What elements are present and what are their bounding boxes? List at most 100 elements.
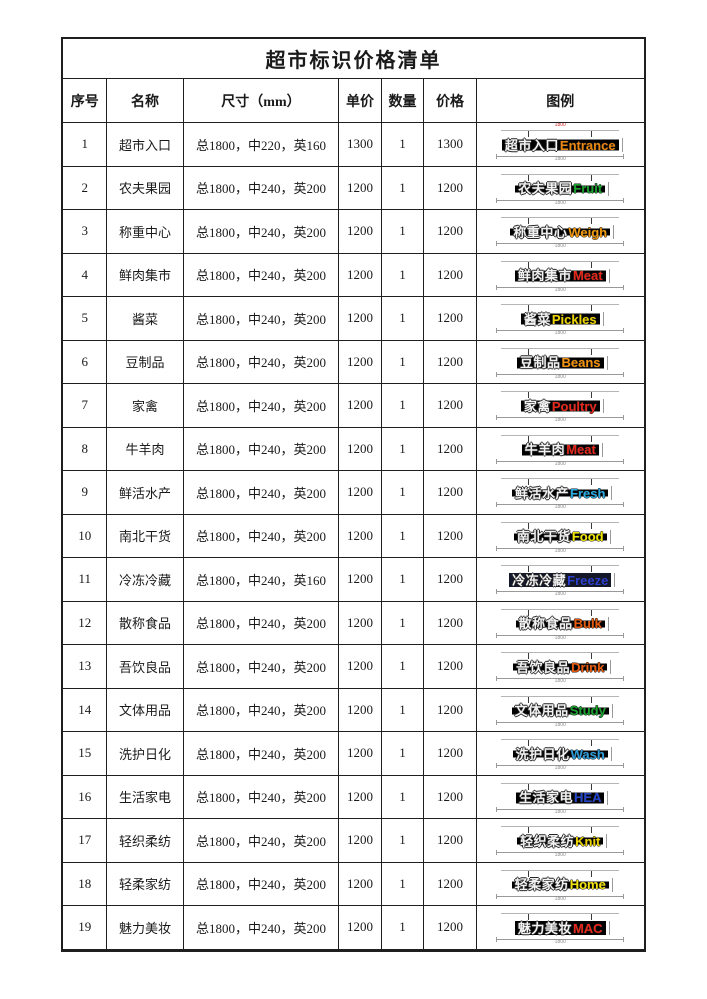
table-row: 18 轻柔家纺 总1800，中240，英200 1200 1 1200 轻柔家纺…: [61, 861, 646, 906]
table-row: 2 农夫果园 总1800，中240，英200 1200 1 1200 农夫果园 …: [61, 165, 646, 210]
cell-price: 1200: [422, 339, 477, 384]
legend-sign-drawing: 散称食品 Bulk 1800: [477, 603, 643, 643]
dimension-line-top: [501, 777, 620, 784]
col-header-unit-price: 单价: [337, 78, 382, 123]
legend-sign-drawing: 冷冻冷藏 Freeze 1800: [477, 559, 643, 599]
cell-unit-price: 1200: [337, 644, 382, 689]
legend-cn-text: 文体用品: [514, 703, 569, 719]
legend-en-text: Fresh: [570, 485, 606, 501]
cell-legend: 轻织柔纺 Knit 1800: [475, 818, 646, 863]
legend-cn-text: 鲜活水产: [515, 485, 570, 501]
legend-sign-drawing: 称重中心 Weigh 1800: [477, 211, 643, 251]
dimension-line-top: [501, 342, 620, 349]
cell-no: 11: [61, 557, 107, 602]
dimension-number-bottom: 1800: [554, 199, 566, 206]
legend-en-text: Home: [569, 877, 606, 893]
sign-mounting-band: [509, 573, 612, 588]
cell-qty: 1: [380, 600, 424, 645]
cell-size: 总1800，中240，英200: [182, 165, 339, 210]
cell-size: 总1800，中220，英160: [182, 122, 339, 167]
cell-qty: 1: [380, 165, 424, 210]
legend-en-text: Poultry: [551, 398, 597, 414]
legend-sign-drawing: 南北干货 Food 1800: [477, 516, 643, 556]
legend-en-text: Beans: [561, 355, 601, 371]
cell-size: 总1800，中240，英200: [182, 339, 339, 384]
cell-unit-price: 1200: [337, 513, 382, 558]
cell-name: 吾饮良品: [105, 644, 184, 689]
cell-unit-price: 1200: [337, 557, 382, 602]
sign-mounting-band: [520, 313, 600, 325]
table-row: 3 称重中心 总1800，中240，英200 1200 1 1200 称重中心 …: [61, 209, 646, 254]
sign-mockup: 称重中心 Weigh: [510, 224, 614, 240]
cell-no: 15: [61, 731, 107, 776]
cell-name: 鲜肉集市: [105, 252, 184, 297]
table-row: 5 酱菜 总1800，中240，英200 1200 1 1200 酱菜 Pick…: [61, 296, 646, 341]
cell-size: 总1800，中240，英200: [182, 731, 339, 776]
cell-price: 1200: [422, 644, 477, 689]
cell-name: 轻织柔纺: [105, 818, 184, 863]
sign-mounting-band: [513, 663, 608, 671]
cell-no: 10: [61, 513, 107, 558]
cell-price: 1200: [422, 818, 477, 863]
dimension-line-top: [501, 820, 620, 828]
cell-legend: 冷冻冷藏 Freeze 1800: [475, 557, 646, 602]
col-header-legend: 图例: [475, 78, 646, 123]
cell-price: 1200: [422, 296, 477, 341]
legend-cn-text: 吾饮良品: [516, 659, 571, 675]
cell-size: 总1800，中240，英200: [182, 687, 339, 732]
dimension-line-top: [501, 690, 620, 697]
cell-name: 酱菜: [105, 296, 184, 341]
legend-cn-text: 生活家电: [519, 790, 574, 806]
cell-size: 总1800，中240，英200: [182, 296, 339, 341]
sign-hanger-rods: [528, 696, 593, 703]
cell-no: 17: [61, 818, 107, 863]
cell-no: 2: [61, 165, 107, 210]
legend-sign-drawing: 酱菜 Pickles 1800: [477, 298, 643, 338]
sign-mockup: 洗护日化 Wash: [512, 746, 613, 762]
legend-sign-drawing: 轻柔家纺 Home 1800: [477, 864, 643, 904]
dimension-line-bottom: 1800: [496, 284, 625, 295]
cell-qty: 1: [380, 861, 424, 906]
legend-en-text: Weigh: [568, 224, 608, 240]
cell-legend: 豆制品 Beans 1800: [475, 339, 646, 384]
sign-mockup: 文体用品 Study: [511, 703, 613, 719]
sign-mockup: 轻织柔纺 Knit: [517, 833, 608, 849]
legend-cn-text: 家禽: [523, 398, 551, 414]
table-row: 9 鲜活水产 总1800，中240，英200 1200 1 1200 鲜活水产 …: [61, 470, 646, 515]
cell-size: 总1800，中240，英200: [182, 818, 339, 863]
dimension-line-bottom: 1800: [496, 545, 625, 556]
dimension-line-top: [501, 559, 620, 567]
legend-cn-text: 轻织柔纺: [520, 833, 575, 849]
dimension-number-bottom: 1800: [554, 547, 566, 554]
table-row: 13 吾饮良品 总1800，中240，英200 1200 1 1200 吾饮良品…: [61, 644, 646, 689]
cell-unit-price: 1200: [337, 687, 382, 732]
legend-en-text: Food: [571, 529, 604, 545]
sign-mounting-band: [510, 228, 611, 236]
legend-en-text: Study: [569, 703, 606, 719]
cell-size: 总1800，中240，英200: [182, 644, 339, 689]
cell-legend: 鲜肉集市 Meat 1800: [475, 252, 646, 297]
dimension-line-top: [501, 646, 620, 654]
cell-qty: 1: [380, 557, 424, 602]
cell-no: 13: [61, 644, 107, 689]
sign-hanger-rods: [528, 870, 593, 877]
sign-mockup: 鲜肉集市 Meat: [514, 268, 610, 284]
cell-no: 8: [61, 426, 107, 471]
dimension-line-top: [501, 472, 620, 480]
dimension-line-top: [501, 298, 620, 306]
dimension-line-bottom: 1800: [496, 197, 625, 208]
cell-name: 农夫果园: [105, 165, 184, 210]
sign-mockup: 牛羊肉 Meat: [521, 442, 603, 458]
cell-unit-price: 1200: [337, 731, 382, 776]
cell-unit-price: 1200: [337, 165, 382, 210]
sign-hanger-rods: [528, 522, 593, 529]
sign-hanger-rods: [528, 261, 593, 268]
cell-price: 1200: [422, 165, 477, 210]
cell-size: 总1800，中240，英160: [182, 557, 339, 602]
dimension-line-bottom: 1800: [496, 850, 625, 860]
cell-name: 魅力美妆: [105, 905, 184, 951]
cell-price: 1200: [422, 209, 477, 254]
legend-cn-text: 散称食品: [518, 616, 573, 632]
sign-hanger-rods: [528, 435, 593, 442]
cell-size: 总1800，中240，英200: [182, 600, 339, 645]
